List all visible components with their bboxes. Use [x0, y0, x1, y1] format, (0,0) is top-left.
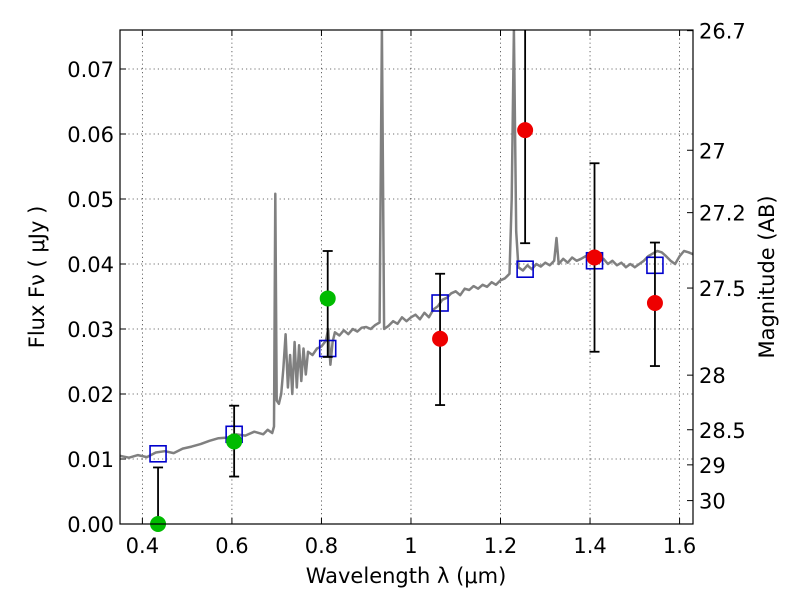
y-tick-label: 0.04 [67, 253, 114, 277]
x-tick-label: 0.4 [126, 534, 159, 558]
observed-point [319, 290, 336, 307]
y2-axis-label: Magnitude (AB) [755, 195, 779, 358]
x-tick-label: 1.2 [484, 534, 517, 558]
observed-point [586, 249, 603, 266]
mag-tick-label: 28 [699, 364, 726, 388]
observed-point [226, 433, 243, 450]
x-tick-label: 1 [404, 534, 417, 558]
model-photometry-square [516, 260, 534, 279]
x-tick-label: 1.4 [573, 534, 606, 558]
model-photometry-square [149, 444, 167, 463]
observed-point [646, 295, 663, 311]
mag-tick-label: 30 [699, 490, 726, 514]
plot-background [120, 30, 693, 524]
ticks-layer: 0.4 0.6 0.8 1 1.2 1.4 1.6 0.00 0.01 0.02 0.03 0.04 0… [67, 20, 746, 558]
markers-layer [149, 30, 664, 532]
mag-tick-label: 28.5 [699, 419, 746, 443]
mag-tick-label: 29 [699, 454, 726, 478]
mag-tick-label: 27.2 [699, 202, 746, 226]
y-tick-label: 0.01 [67, 448, 114, 472]
observed-point [432, 330, 449, 347]
y-tick-label: 0.00 [67, 513, 114, 537]
y-axis-label: Flux Fν ( μJy ) [25, 206, 49, 349]
grid [120, 30, 693, 524]
y-tick-label: 0.02 [67, 383, 114, 407]
x-tick-label: 0.8 [305, 534, 338, 558]
y-tick-label: 0.06 [67, 123, 114, 147]
mag-tick-label: 27.5 [699, 277, 746, 301]
plot-frame [119, 29, 694, 525]
x-axis-label: Wavelength λ (μm) [306, 564, 507, 588]
y-tick-label: 0.03 [67, 318, 114, 342]
mag-tick-label: 27 [699, 139, 726, 163]
observed-point [517, 122, 534, 139]
x-tick-label: 1.6 [663, 534, 696, 558]
y-tick-label: 0.07 [67, 58, 114, 82]
mag-tick-label: 26.7 [699, 20, 746, 44]
y-tick-label: 0.05 [67, 188, 114, 212]
x-tick-label: 0.6 [215, 534, 248, 558]
